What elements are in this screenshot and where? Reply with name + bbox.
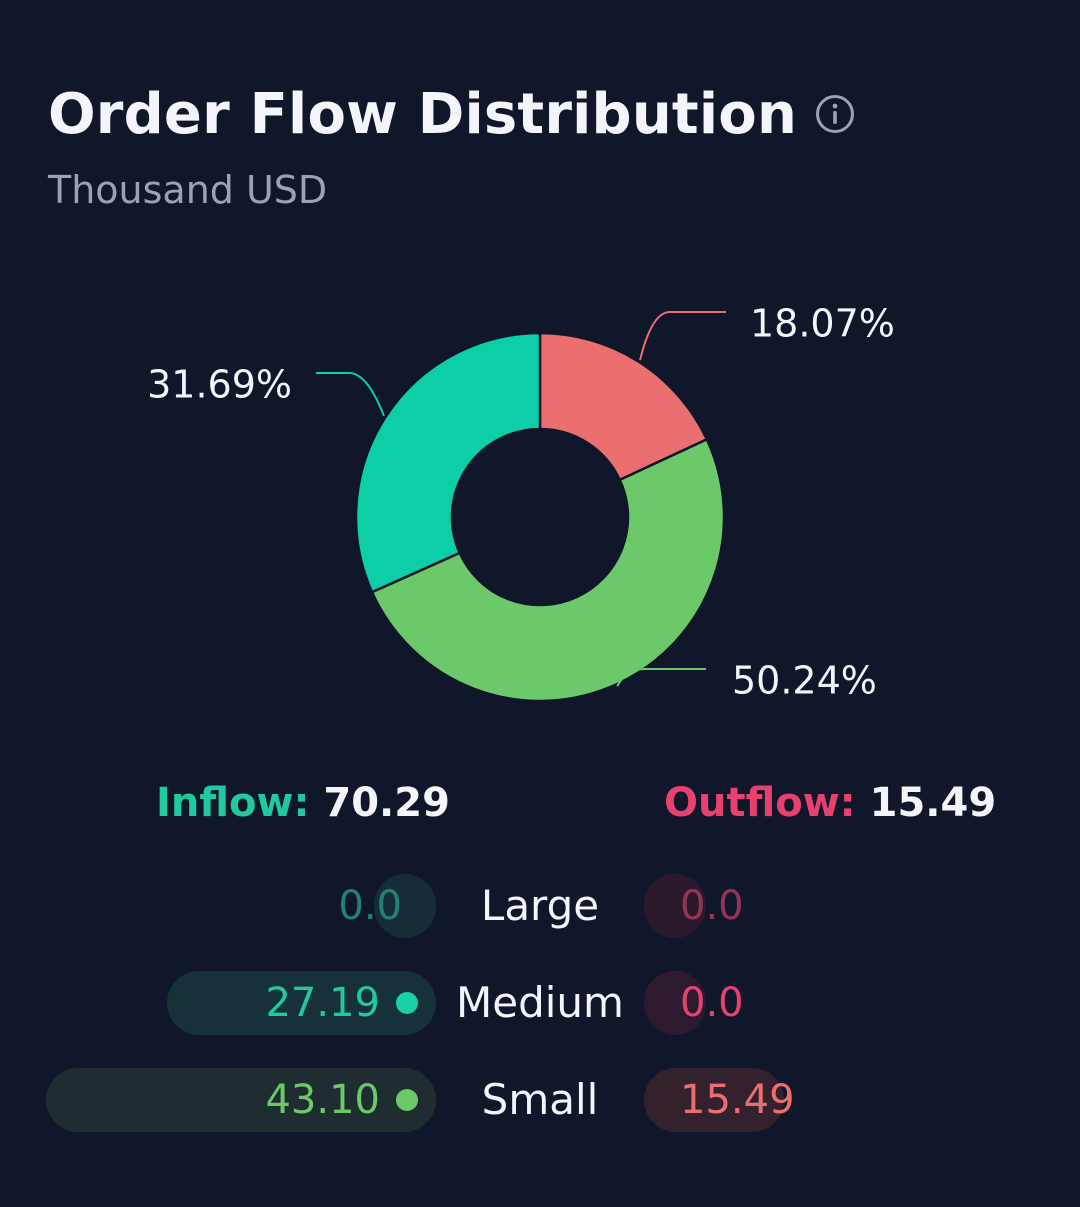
slice-percent-label: 18.07% (750, 302, 895, 346)
inflow-pill: 43.10 (46, 1068, 436, 1132)
inflow-total: Inflow: 70.29 (156, 780, 450, 826)
inflow-amount: 27.19 (265, 980, 380, 1026)
donut-slice[interactable] (354, 331, 542, 594)
inflow-value: 70.29 (323, 780, 450, 826)
leader-line (316, 372, 385, 417)
info-circle-icon[interactable] (815, 94, 855, 134)
outflow-pill: 0.0 (644, 971, 744, 1035)
outflow-pill: 0.0 (644, 874, 744, 938)
outflow-amount: 15.49 (680, 1077, 795, 1123)
title-row: Order Flow Distribution (48, 78, 855, 150)
outflow-label: Outflow: (664, 780, 856, 826)
category-label: Small (481, 1075, 599, 1124)
row-medium: 27.19 Medium 0.0 (0, 971, 1080, 1035)
donut-slice[interactable] (538, 331, 709, 482)
inflow-pill: 27.19 (167, 971, 436, 1035)
inflow-dot-icon (396, 1089, 418, 1111)
slice-percent-label: 50.24% (732, 659, 877, 703)
inflow-amount: 43.10 (265, 1077, 380, 1123)
chart-subtitle: Thousand USD (48, 168, 328, 212)
leader-line (616, 668, 706, 687)
inflow-label: Inflow: (156, 780, 310, 826)
category-label: Medium (456, 978, 624, 1027)
outflow-value: 15.49 (869, 780, 997, 826)
outflow-pill: 15.49 (644, 1068, 795, 1132)
category-label: Large (480, 881, 600, 930)
outflow-total: Outflow: 15.49 (664, 780, 996, 826)
donut-chart: 18.07% 50.24% 31.69% (147, 302, 895, 703)
leader-line (639, 311, 726, 361)
row-small: 43.10 Small 15.49 (0, 1068, 1080, 1132)
inflow-amount: 0.0 (338, 883, 402, 929)
outflow-amount: 0.0 (680, 980, 744, 1026)
slice-percent-label: 31.69% (147, 363, 292, 407)
outflow-amount: 0.0 (680, 883, 744, 929)
donut-slice[interactable] (370, 437, 726, 703)
inflow-pill: 0.0 (338, 874, 436, 938)
inflow-dot-icon (396, 992, 418, 1014)
row-large: 0.0 Large 0.0 (0, 874, 1080, 938)
chart-title: Order Flow Distribution (48, 81, 798, 147)
